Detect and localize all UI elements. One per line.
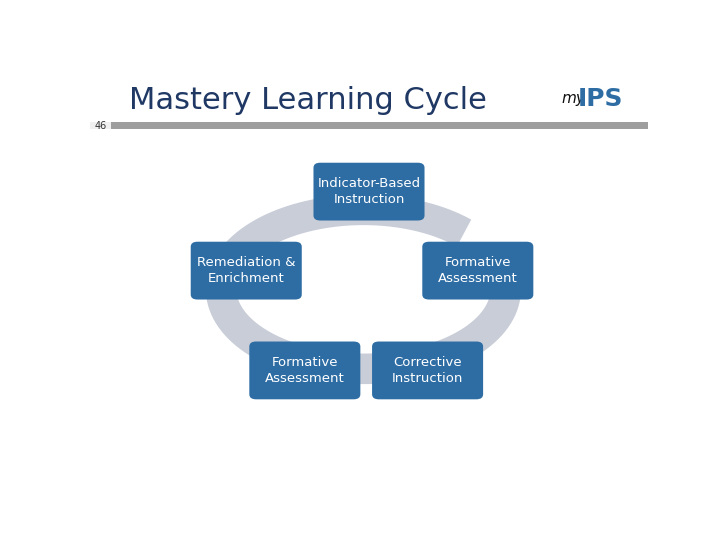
Text: Corrective
Instruction: Corrective Instruction <box>392 356 463 385</box>
FancyBboxPatch shape <box>191 242 302 300</box>
Text: Formative
Assessment: Formative Assessment <box>265 356 345 385</box>
Bar <box>90 122 111 129</box>
Text: Indicator-Based
Instruction: Indicator-Based Instruction <box>318 177 420 206</box>
FancyBboxPatch shape <box>249 341 360 399</box>
FancyBboxPatch shape <box>313 163 425 220</box>
Text: Remediation &
Enrichment: Remediation & Enrichment <box>197 256 295 285</box>
Bar <box>90 122 648 129</box>
Text: Mastery Learning Cycle: Mastery Learning Cycle <box>129 86 487 114</box>
Text: Formative
Assessment: Formative Assessment <box>438 256 518 285</box>
Text: IPS: IPS <box>578 87 624 111</box>
FancyBboxPatch shape <box>372 341 483 399</box>
Text: my: my <box>562 91 585 106</box>
FancyBboxPatch shape <box>423 242 534 300</box>
Text: 46: 46 <box>94 120 107 131</box>
